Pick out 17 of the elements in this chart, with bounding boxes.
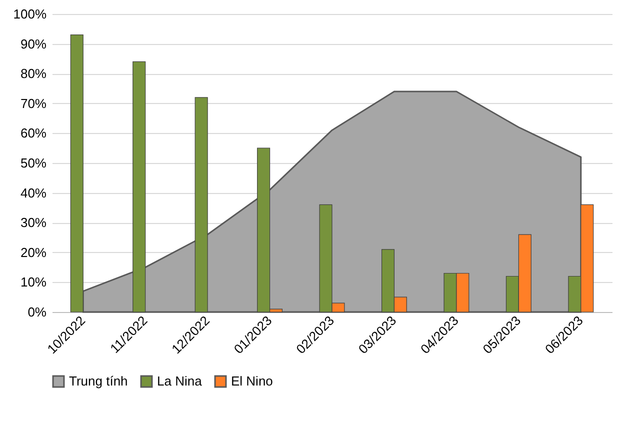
legend-label: Trung tính [69,374,128,389]
y-tick-label: 60% [20,126,47,141]
y-tick-label: 10% [20,274,47,290]
legend-label: El Nino [231,374,273,389]
bar [132,61,146,312]
y-tick-label: 90% [20,36,47,52]
y-tick-label: 70% [20,96,47,111]
y-tick-label: 0% [28,304,47,320]
bar [70,34,84,312]
y-tick-label: 100% [13,6,47,22]
y-tick-label: 50% [20,156,47,170]
legend-label: La Nina [157,374,203,389]
y-tick-label: 80% [20,66,47,82]
bar [194,97,208,312]
y-tick-label: 40% [20,185,47,200]
y-tick-label: 20% [20,244,47,260]
y-tick-label: 30% [20,215,47,230]
